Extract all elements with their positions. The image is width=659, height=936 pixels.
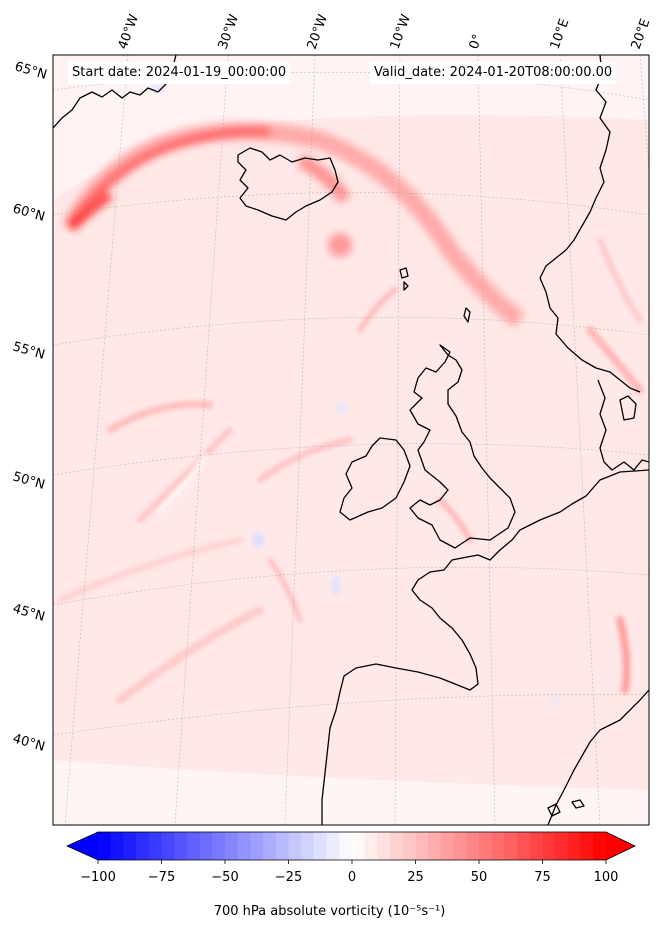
colorbar-segment [415, 832, 429, 860]
iceland-coast [237, 147, 339, 221]
start-date-label: Start date: 2024-01-19_00:00:00 [68, 62, 291, 84]
plot-frame [52, 54, 650, 826]
colorbar-segment [326, 832, 340, 860]
latitude-labels: 65°N 60°N 55°N 50°N 45°N 40°N [11, 59, 49, 754]
colorbar-segment [174, 832, 188, 860]
colorbar-segment [428, 832, 442, 860]
colorbar-segment [225, 832, 239, 860]
colorbar-segment [110, 832, 124, 860]
colorbar-segment [352, 832, 366, 860]
lon-label: 0° [467, 32, 486, 51]
lon-label: 20°E [629, 17, 654, 52]
colorbar-segment [275, 832, 290, 860]
colorbar-segment [491, 832, 505, 860]
lon-label: 40°W [116, 12, 142, 51]
colorbar-segment [466, 832, 480, 860]
colorbar-tick-label: −50 [211, 870, 239, 885]
colorbar-segment [542, 832, 556, 860]
colorbar-extend-min [67, 832, 98, 860]
colorbar-segment [377, 832, 391, 860]
denmark-coast [597, 379, 649, 471]
colorbar-tick-label: 50 [470, 870, 488, 885]
colorbar-tick-label: 100 [593, 870, 619, 885]
colorbar-segment [339, 832, 353, 860]
colorbar-segment [148, 832, 163, 860]
valid-date-label: Valid_date: 2024-01-20T08:00:00.00 [370, 62, 617, 84]
colorbar-segment [161, 832, 175, 860]
colorbar-segment [364, 832, 378, 860]
lon-label: 10°E [548, 17, 573, 52]
colorbar-segment [250, 832, 264, 860]
colorbar-segment [263, 832, 277, 860]
colorbar-segment [567, 832, 582, 860]
colorbar-segment [479, 832, 493, 860]
colorbar-segment [529, 832, 544, 860]
colorbar-tick-label: −75 [147, 870, 176, 885]
colorbar-tick-label: −25 [274, 870, 303, 885]
colorbar-segment [199, 832, 213, 860]
norway-coast [539, 55, 641, 393]
colorbar-segment [402, 832, 417, 860]
colorbar-tick-label: 0 [347, 870, 357, 885]
coastlines [53, 55, 649, 825]
colorbar-segment [390, 832, 404, 860]
lon-label: 10°W [388, 12, 414, 51]
colorbar [66, 831, 636, 864]
lat-label: 65°N [13, 59, 49, 82]
colorbar-segment [580, 832, 594, 860]
colorbar-segment [186, 832, 201, 860]
colorbar-segment [212, 832, 226, 860]
greenland-coast [53, 55, 177, 129]
colorbar-tick-label: 75 [534, 870, 551, 885]
colorbar-extend-max [606, 832, 635, 860]
colorbar-segment [98, 832, 112, 860]
colorbar-segment [555, 832, 569, 860]
colorbar-segment [123, 832, 137, 860]
lat-label: 45°N [11, 601, 47, 624]
lon-label: 20°W [305, 12, 331, 51]
continental-europe-coast [321, 469, 649, 825]
colorbar-segment [301, 832, 315, 860]
colorbar-segment [593, 832, 607, 860]
colorbar-tick-label: 25 [407, 870, 424, 885]
lat-label: 60°N [11, 201, 47, 224]
colorbar-segment [288, 832, 302, 860]
lat-label: 40°N [11, 731, 47, 754]
longitude-labels: 40°W 30°W 20°W 10°W 0° 10°E 20°E [116, 12, 654, 51]
colorbar-segment [313, 832, 328, 860]
colorbar-segment [440, 832, 455, 860]
colorbar-segment [517, 832, 531, 860]
colorbar-segment [504, 832, 518, 860]
colorbar-segment [237, 832, 251, 860]
colorbar-segment [453, 832, 467, 860]
colorbar-label: 700 hPa absolute vorticity (10⁻⁵s⁻¹) [213, 904, 446, 919]
lat-label: 50°N [11, 469, 47, 492]
great-britain-coast [409, 344, 516, 549]
colorbar-segment [136, 832, 150, 860]
colorbar-tick-label: −100 [80, 870, 116, 885]
graticule [53, 55, 649, 825]
ireland-coast [339, 437, 411, 521]
vorticity-field [53, 55, 649, 825]
lon-label: 30°W [216, 12, 242, 51]
lat-label: 55°N [11, 339, 47, 362]
